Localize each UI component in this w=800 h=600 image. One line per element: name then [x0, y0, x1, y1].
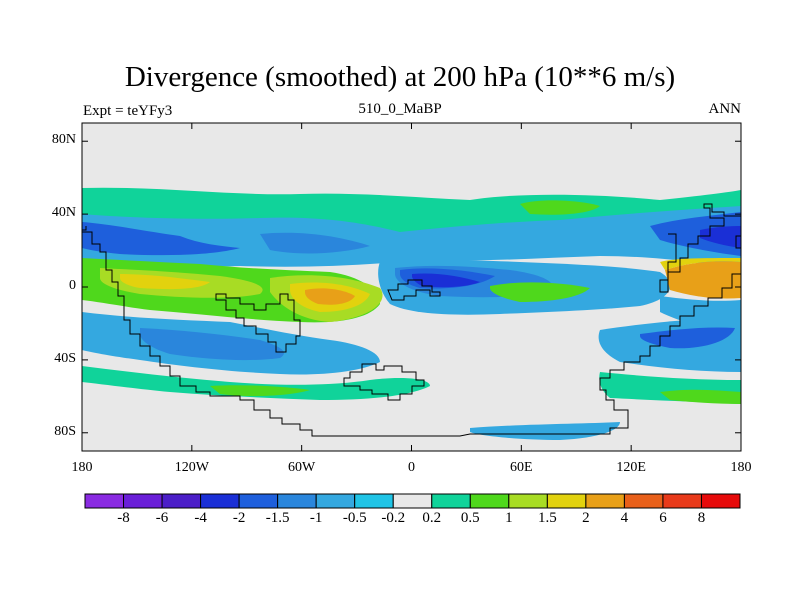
contour-north-blue — [82, 206, 741, 270]
axis-ticks — [81, 123, 742, 451]
colorbar-swatch — [84, 493, 125, 509]
colorbar-label: -6 — [155, 510, 169, 526]
contour-south-blue-2 — [140, 328, 284, 361]
colorbar-swatch — [354, 493, 394, 509]
x-tick-label: 120E — [616, 460, 646, 475]
colorbar-swatch — [277, 493, 317, 509]
colorbar-swatch — [431, 493, 471, 509]
colorbar-label: -0.2 — [381, 510, 406, 526]
x-tick-label: 60E — [510, 460, 533, 475]
colorbar-swatch — [315, 493, 356, 509]
x-tick-label: 180 — [71, 460, 93, 475]
colorbar-label: 1 — [505, 510, 513, 526]
experiment-label: Expt = teYFy3 — [83, 103, 173, 119]
colorbar-swatch — [200, 493, 240, 509]
chart-title: Divergence (smoothed) at 200 hPa (10**6 … — [124, 61, 676, 93]
x-tick-label: 0 — [408, 460, 415, 475]
colorbar-label: -2 — [232, 510, 246, 526]
contour-antarctic-blue — [470, 422, 620, 440]
colorbar-label: -0.5 — [342, 510, 367, 526]
coastline-americas — [82, 231, 741, 437]
colorbar-swatch — [700, 493, 741, 509]
coastline-europe — [387, 279, 441, 301]
coastline-samerica — [215, 293, 301, 353]
contour-antarctic-green — [660, 389, 741, 404]
colorbar-swatch — [469, 493, 510, 509]
contour-north-darkblue — [82, 222, 240, 256]
colorbar-label: 4 — [620, 510, 629, 526]
coastline-asia — [659, 203, 741, 293]
y-tick-label: 40N — [51, 205, 76, 221]
colorbar-label: 2 — [582, 510, 590, 526]
contour-mid-blue — [260, 232, 370, 254]
colorbar-swatch — [585, 493, 625, 509]
x-tick-label: 60W — [288, 460, 316, 475]
contour-south-green — [82, 366, 430, 400]
coastline-africa — [343, 363, 425, 401]
colorbar — [84, 493, 741, 509]
y-tick-label: 0 — [69, 278, 76, 293]
coastline-east-edge — [735, 235, 741, 249]
colorbar-label: -8 — [117, 510, 130, 526]
colorbar-label: 8 — [697, 510, 706, 526]
field-layer — [82, 123, 741, 451]
contour-africa-deep — [412, 273, 480, 288]
colorbar-swatch — [508, 493, 548, 509]
y-tick-label: 80N — [51, 132, 76, 148]
season-label: ANN — [708, 101, 742, 117]
colorbar-label: 1.5 — [537, 510, 557, 526]
contour-northeast-darkblue — [650, 212, 741, 256]
colorbar-swatch — [161, 493, 202, 509]
colorbar-swatch — [238, 493, 279, 509]
contour-eq-pacific-gold — [120, 274, 210, 290]
colorbar-swatch — [662, 493, 702, 509]
colorbar-swatch — [392, 493, 433, 509]
colorbar-swatch — [123, 493, 163, 509]
colorbar-label: 6 — [659, 510, 667, 526]
coastlines — [82, 203, 741, 437]
colorbar-swatch — [623, 493, 664, 509]
contour-samerica-orange — [305, 288, 355, 305]
contour-south-indian-dark — [640, 327, 735, 349]
coastline-west-edge — [82, 226, 87, 231]
y-tick-label: 80S — [54, 423, 76, 439]
colorbar-label: 0.2 — [422, 510, 442, 526]
colorbar-label: 0.5 — [460, 510, 480, 526]
colorbar-label: -1.5 — [265, 510, 290, 526]
colorbar-label: -4 — [194, 510, 207, 526]
run-label: 510_0_MaBP — [358, 101, 442, 117]
colorbar-label: -1 — [309, 510, 323, 526]
contour-south-green-2 — [210, 385, 310, 397]
colorbar-swatch — [546, 493, 587, 509]
contour-africa-yellow-green — [490, 282, 590, 302]
contour-north-green-2 — [520, 200, 600, 215]
x-tick-label: 180 — [730, 460, 752, 475]
y-tick-label: 40S — [54, 350, 76, 366]
x-tick-label: 120W — [174, 460, 209, 475]
